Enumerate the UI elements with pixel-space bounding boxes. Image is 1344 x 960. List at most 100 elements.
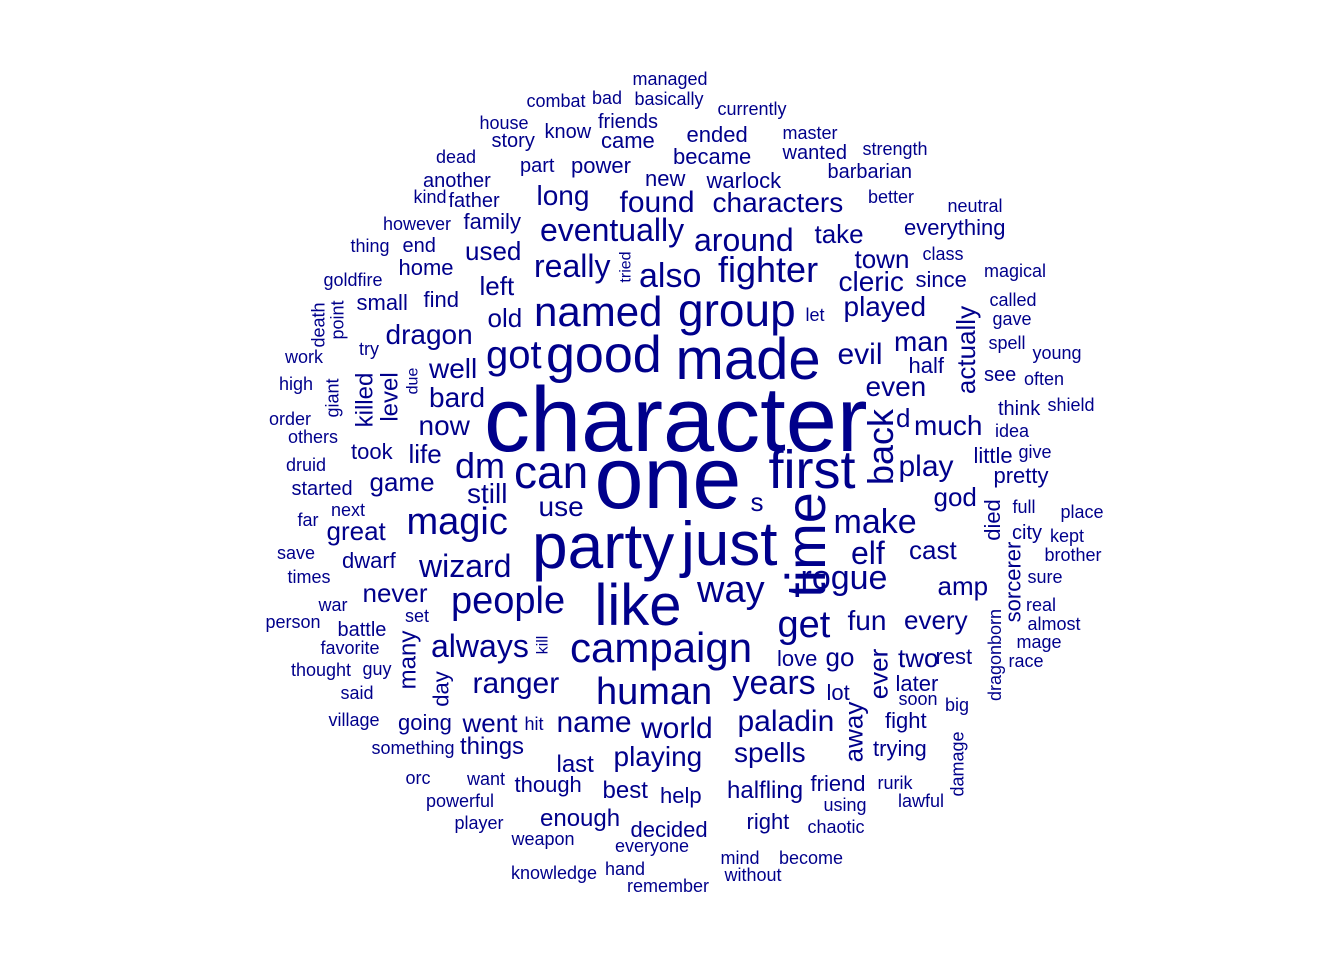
word-first: first: [768, 440, 856, 500]
word-lot: lot: [826, 680, 850, 705]
word-amp: amp: [937, 571, 989, 601]
word-weapon: weapon: [511, 829, 575, 849]
word-dragonborn: dragonborn: [985, 608, 1006, 702]
word-playing: playing: [613, 741, 703, 772]
word-even: even: [865, 371, 927, 402]
word-halfling: halfling: [727, 777, 804, 804]
word-ever: ever: [862, 648, 893, 700]
word-spell: spell: [988, 333, 1026, 353]
word-friend: friend: [810, 771, 866, 796]
word-often: often: [1024, 369, 1065, 389]
word-due: due: [403, 367, 421, 395]
word-gave: gave: [992, 309, 1032, 329]
word-paladin: paladin: [737, 705, 835, 738]
word-hit: hit: [524, 714, 544, 734]
word-magic: magic: [406, 501, 508, 543]
word-started: started: [291, 478, 353, 500]
word-end: end: [402, 235, 436, 257]
word-full: full: [1012, 497, 1036, 517]
word-great: great: [326, 516, 386, 546]
word-characters: characters: [712, 187, 844, 218]
word-though: though: [514, 772, 582, 797]
word-rogue: rogue: [800, 559, 888, 597]
word-half: half: [908, 353, 944, 378]
word-like: like: [594, 573, 682, 638]
word-kind: kind: [413, 187, 447, 207]
word-race: race: [1008, 651, 1044, 671]
word-master: master: [782, 123, 838, 143]
word-also: also: [639, 257, 702, 295]
word-right: right: [746, 809, 790, 834]
word-small: small: [356, 290, 408, 315]
word-character: character: [484, 369, 868, 471]
word-little: little: [973, 443, 1013, 468]
word-sure: sure: [1027, 567, 1063, 587]
word-bard: bard: [429, 382, 486, 413]
word-brother: brother: [1044, 545, 1102, 565]
word-another: another: [423, 170, 491, 192]
word-fighter: fighter: [718, 249, 819, 290]
word-named: named: [534, 288, 663, 335]
word-people: people: [451, 580, 566, 622]
word-dm: dm: [455, 445, 506, 486]
word-village: village: [328, 710, 380, 730]
word-basically: basically: [634, 89, 704, 109]
word-new: new: [645, 166, 686, 191]
word-found: found: [619, 186, 695, 219]
word-dead: dead: [436, 147, 477, 167]
word-went: went: [462, 708, 518, 738]
word-killed: killed: [350, 372, 378, 428]
word-back: back: [860, 408, 902, 486]
word-day: day: [428, 671, 454, 707]
word-order: order: [269, 409, 312, 429]
word-left: left: [479, 271, 515, 301]
word-everyone: everyone: [615, 836, 690, 856]
word-goldfire: goldfire: [323, 270, 383, 290]
word-place: place: [1060, 502, 1104, 522]
word-years: years: [732, 664, 816, 702]
word-last: last: [556, 751, 594, 778]
word-since: since: [915, 267, 967, 292]
word-made: made: [675, 327, 821, 392]
word-try: try: [359, 339, 379, 359]
word-using: using: [823, 795, 867, 815]
word-real: real: [1026, 595, 1057, 615]
word-others: others: [288, 427, 339, 447]
word-see: see: [984, 364, 1017, 386]
word-better: better: [868, 187, 915, 207]
word-dragon: dragon: [385, 319, 473, 350]
word-human: human: [596, 671, 713, 713]
word-sorcerer: sorcerer: [999, 541, 1025, 623]
word-barbarian: barbarian: [827, 161, 913, 183]
word-group: group: [678, 284, 796, 336]
word-play: play: [898, 450, 954, 483]
word-story: story: [491, 130, 535, 152]
word-actually: actually: [951, 305, 982, 395]
word-times: times: [287, 567, 331, 587]
word-however: however: [383, 214, 452, 234]
word-take: take: [814, 219, 864, 249]
word-evil: evil: [837, 338, 883, 371]
word-shield: shield: [1047, 395, 1095, 415]
word-set: set: [405, 606, 430, 626]
word-really: really: [534, 248, 611, 284]
word-name: name: [556, 706, 632, 739]
word-house: house: [479, 113, 529, 133]
word-love: love: [777, 646, 818, 671]
word-druid: druid: [286, 455, 327, 475]
word-good: good: [546, 326, 662, 384]
word-powerful: powerful: [426, 791, 495, 811]
word-many: many: [393, 630, 421, 690]
word-s: s: [750, 487, 764, 517]
word-rurik: rurik: [877, 773, 913, 793]
word-something: something: [371, 738, 455, 758]
word-soon: soon: [898, 689, 938, 709]
word-knowledge: knowledge: [511, 863, 598, 883]
word-just: just: [681, 510, 778, 579]
word-magical: magical: [984, 261, 1047, 281]
word-giant: giant: [322, 378, 343, 418]
word-far: far: [297, 510, 319, 530]
word-mage: mage: [1016, 632, 1062, 652]
word-world: world: [641, 712, 713, 745]
word-way: way: [697, 569, 765, 611]
